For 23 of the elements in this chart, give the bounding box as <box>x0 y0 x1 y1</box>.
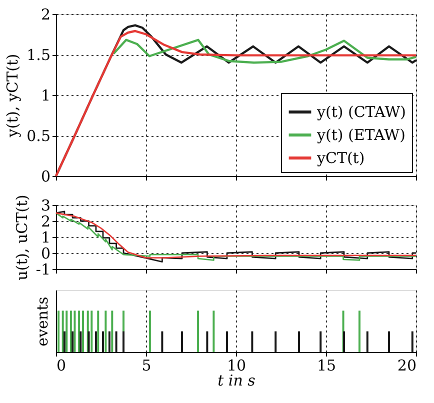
y-tick-label: 1 <box>40 228 50 246</box>
legend-label: y(t) (CTAW) <box>316 103 406 121</box>
x-tick-label: 15 <box>316 356 336 374</box>
x-tick-label: 0 <box>56 356 66 374</box>
x-axis-title: t in s <box>218 372 256 390</box>
legend-label: yCT(t) <box>316 149 365 167</box>
y-tick-label: 0 <box>40 244 50 262</box>
y-axis-title: y(t), yCT(t) <box>4 54 22 138</box>
y-tick-label: 0 <box>40 168 50 186</box>
y-tick-label: -1 <box>36 260 50 278</box>
legend-label: y(t) (ETAW) <box>316 126 406 144</box>
y-tick-label: 3 <box>40 196 50 214</box>
y-tick-label: 2 <box>40 6 50 24</box>
y-tick-label: 2 <box>40 212 50 230</box>
x-tick-label: 10 <box>226 356 246 374</box>
y-axis-title: events <box>34 296 52 346</box>
x-tick-label: 20 <box>397 356 416 374</box>
y-tick-label: 0.5 <box>26 127 50 145</box>
y-tick-label: 1 <box>40 86 50 104</box>
x-tick-label: 5 <box>142 356 152 374</box>
y-tick-label: 1.5 <box>26 46 50 64</box>
y-axis-title: u(t), uCT(t) <box>12 194 31 280</box>
line-series <box>112 38 418 64</box>
